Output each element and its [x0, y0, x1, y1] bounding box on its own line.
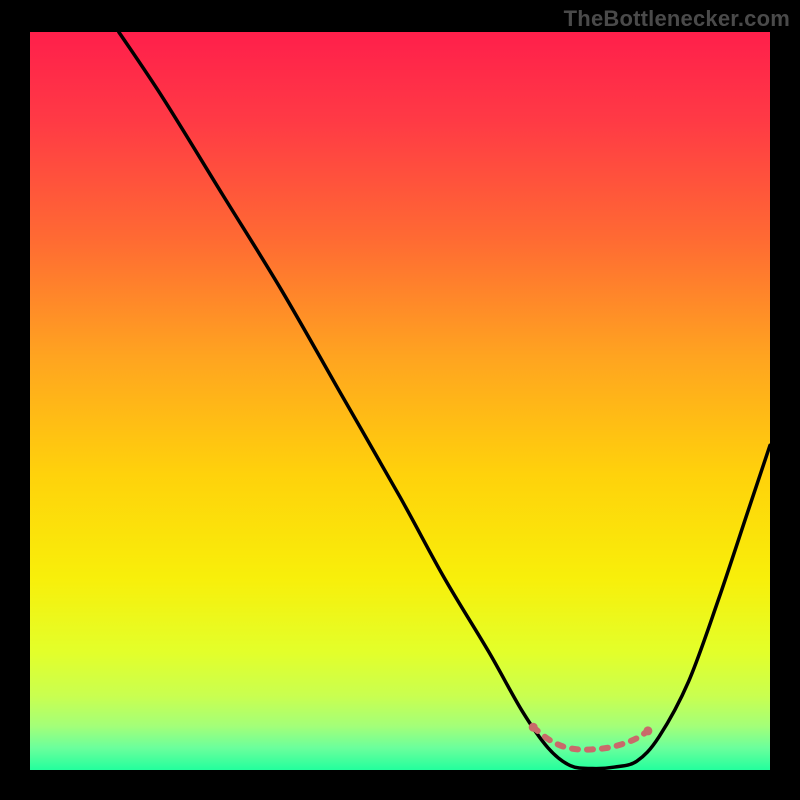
range-end-dot	[643, 726, 652, 735]
range-start-dot	[529, 723, 538, 732]
chart-stage: TheBottlenecker.com	[0, 0, 800, 800]
chart-svg	[0, 0, 800, 800]
plot-background	[30, 32, 770, 770]
